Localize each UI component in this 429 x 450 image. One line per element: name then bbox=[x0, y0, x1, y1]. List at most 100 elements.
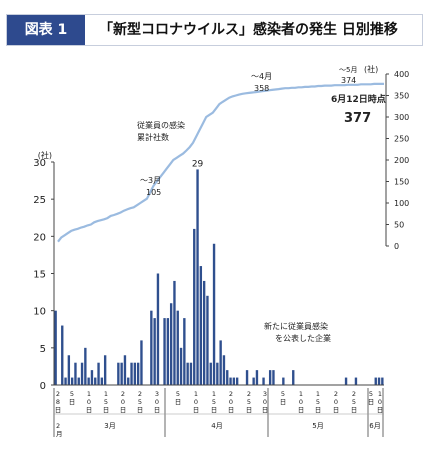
right-axis-unit: (社) bbox=[364, 64, 378, 74]
bar bbox=[87, 377, 90, 385]
left-axis-unit: (社) bbox=[38, 150, 52, 160]
x-tick-label: 0 bbox=[299, 398, 303, 406]
x-tick-label: 5 bbox=[70, 390, 74, 398]
right-axis-tick-label: 250 bbox=[394, 135, 409, 144]
x-tick-label: 日 bbox=[315, 406, 322, 414]
bar bbox=[100, 377, 104, 385]
month-label: 2 bbox=[56, 422, 60, 430]
bar bbox=[173, 280, 176, 385]
figure-title: 「新型コロナウイルス」感染者の発生 日別推移 bbox=[99, 22, 398, 38]
annotation-value: 374 bbox=[341, 76, 356, 85]
x-tick-label: 日 bbox=[55, 406, 62, 414]
bar bbox=[163, 318, 166, 385]
cumulative-line bbox=[57, 82, 384, 243]
bar bbox=[235, 377, 239, 385]
x-tick-label: 2 bbox=[334, 390, 338, 398]
left-axis-tick-label: 5 bbox=[40, 344, 46, 355]
bar bbox=[206, 295, 209, 385]
x-tick-label: 0 bbox=[378, 398, 382, 406]
bar bbox=[176, 310, 179, 385]
x-tick-label: 1 bbox=[212, 390, 216, 398]
bar bbox=[193, 228, 196, 385]
bar bbox=[255, 370, 259, 385]
bar-peak-label: 29 bbox=[192, 159, 204, 169]
bar bbox=[212, 243, 216, 385]
bar bbox=[268, 370, 272, 385]
bar bbox=[136, 362, 140, 385]
x-tick-label: 1 bbox=[87, 390, 91, 398]
annotation-value: 358 bbox=[254, 84, 269, 93]
bar bbox=[292, 370, 295, 385]
right-axis-tick-label: 400 bbox=[394, 70, 409, 79]
bar bbox=[150, 310, 153, 385]
right-axis-tick-label: 150 bbox=[394, 178, 409, 187]
bar bbox=[166, 318, 170, 385]
x-tick-label: 0 bbox=[229, 398, 233, 406]
bar bbox=[226, 370, 229, 385]
x-tick-label: 日 bbox=[262, 406, 269, 414]
bar bbox=[189, 362, 193, 385]
x-tick-label: 5 bbox=[212, 398, 216, 406]
bar-series-label: 新たに従業員感染 bbox=[264, 321, 328, 331]
left-axis-tick-label: 30 bbox=[33, 158, 46, 169]
bar bbox=[74, 362, 77, 385]
bar bbox=[216, 362, 219, 385]
x-tick-label: 2 bbox=[121, 390, 125, 398]
x-tick-label: 5 bbox=[281, 390, 285, 398]
bar bbox=[90, 370, 94, 385]
month-label: 6月 bbox=[369, 422, 380, 430]
bar bbox=[133, 362, 137, 385]
bar bbox=[186, 362, 189, 385]
x-tick-label: 5 bbox=[316, 398, 320, 406]
bar bbox=[354, 377, 358, 385]
bar bbox=[344, 377, 348, 385]
bar bbox=[70, 377, 74, 385]
x-tick-label: 5 bbox=[369, 390, 373, 398]
x-tick-label: 日 bbox=[377, 406, 384, 414]
x-tick-label: 2 bbox=[352, 390, 356, 398]
x-tick-label: 1 bbox=[299, 390, 303, 398]
x-tick-label: 日 bbox=[154, 406, 161, 414]
month-label: 月 bbox=[56, 430, 63, 438]
bar bbox=[120, 362, 123, 385]
bar bbox=[202, 280, 206, 385]
bar bbox=[381, 377, 384, 385]
x-tick-label: 2 bbox=[229, 390, 233, 398]
x-tick-label: 日 bbox=[351, 406, 358, 414]
right-axis-tick-label: 100 bbox=[394, 199, 409, 208]
x-tick-label: 1 bbox=[378, 390, 382, 398]
bar bbox=[272, 370, 275, 385]
line-series-label: 累計社数 bbox=[137, 132, 169, 142]
x-tick-label: 日 bbox=[333, 406, 340, 414]
bar bbox=[183, 318, 186, 385]
x-tick-label: 日 bbox=[86, 406, 93, 414]
final-value: 377 bbox=[344, 111, 371, 126]
bar bbox=[222, 355, 226, 385]
annotation-label: ～5月 bbox=[339, 66, 357, 74]
bar bbox=[252, 377, 255, 385]
left-axis-tick-label: 20 bbox=[33, 232, 46, 243]
bar bbox=[219, 340, 222, 385]
bar bbox=[199, 266, 203, 385]
final-label: 6月12日時点 bbox=[331, 93, 386, 105]
x-tick-label: 日 bbox=[137, 406, 144, 414]
bar bbox=[94, 377, 97, 385]
month-label: 3月 bbox=[104, 422, 115, 430]
bar bbox=[84, 347, 87, 385]
bar bbox=[97, 362, 100, 385]
annotation-label: ～4月 bbox=[251, 72, 272, 81]
bar bbox=[229, 377, 232, 385]
x-tick-label: 日 bbox=[103, 406, 110, 414]
x-tick-label: 5 bbox=[352, 398, 356, 406]
x-tick-label: 0 bbox=[263, 398, 267, 406]
x-tick-label: 2 bbox=[56, 390, 60, 398]
left-axis-tick-label: 0 bbox=[40, 381, 46, 392]
x-tick-label: 2 bbox=[138, 390, 142, 398]
annotation-label: ～3月 bbox=[140, 176, 161, 185]
x-tick-label: 1 bbox=[194, 390, 198, 398]
right-axis-tick-label: 200 bbox=[394, 156, 409, 165]
bar bbox=[209, 362, 212, 385]
x-tick-label: 2 bbox=[247, 390, 251, 398]
x-tick-label: 日 bbox=[193, 406, 200, 414]
